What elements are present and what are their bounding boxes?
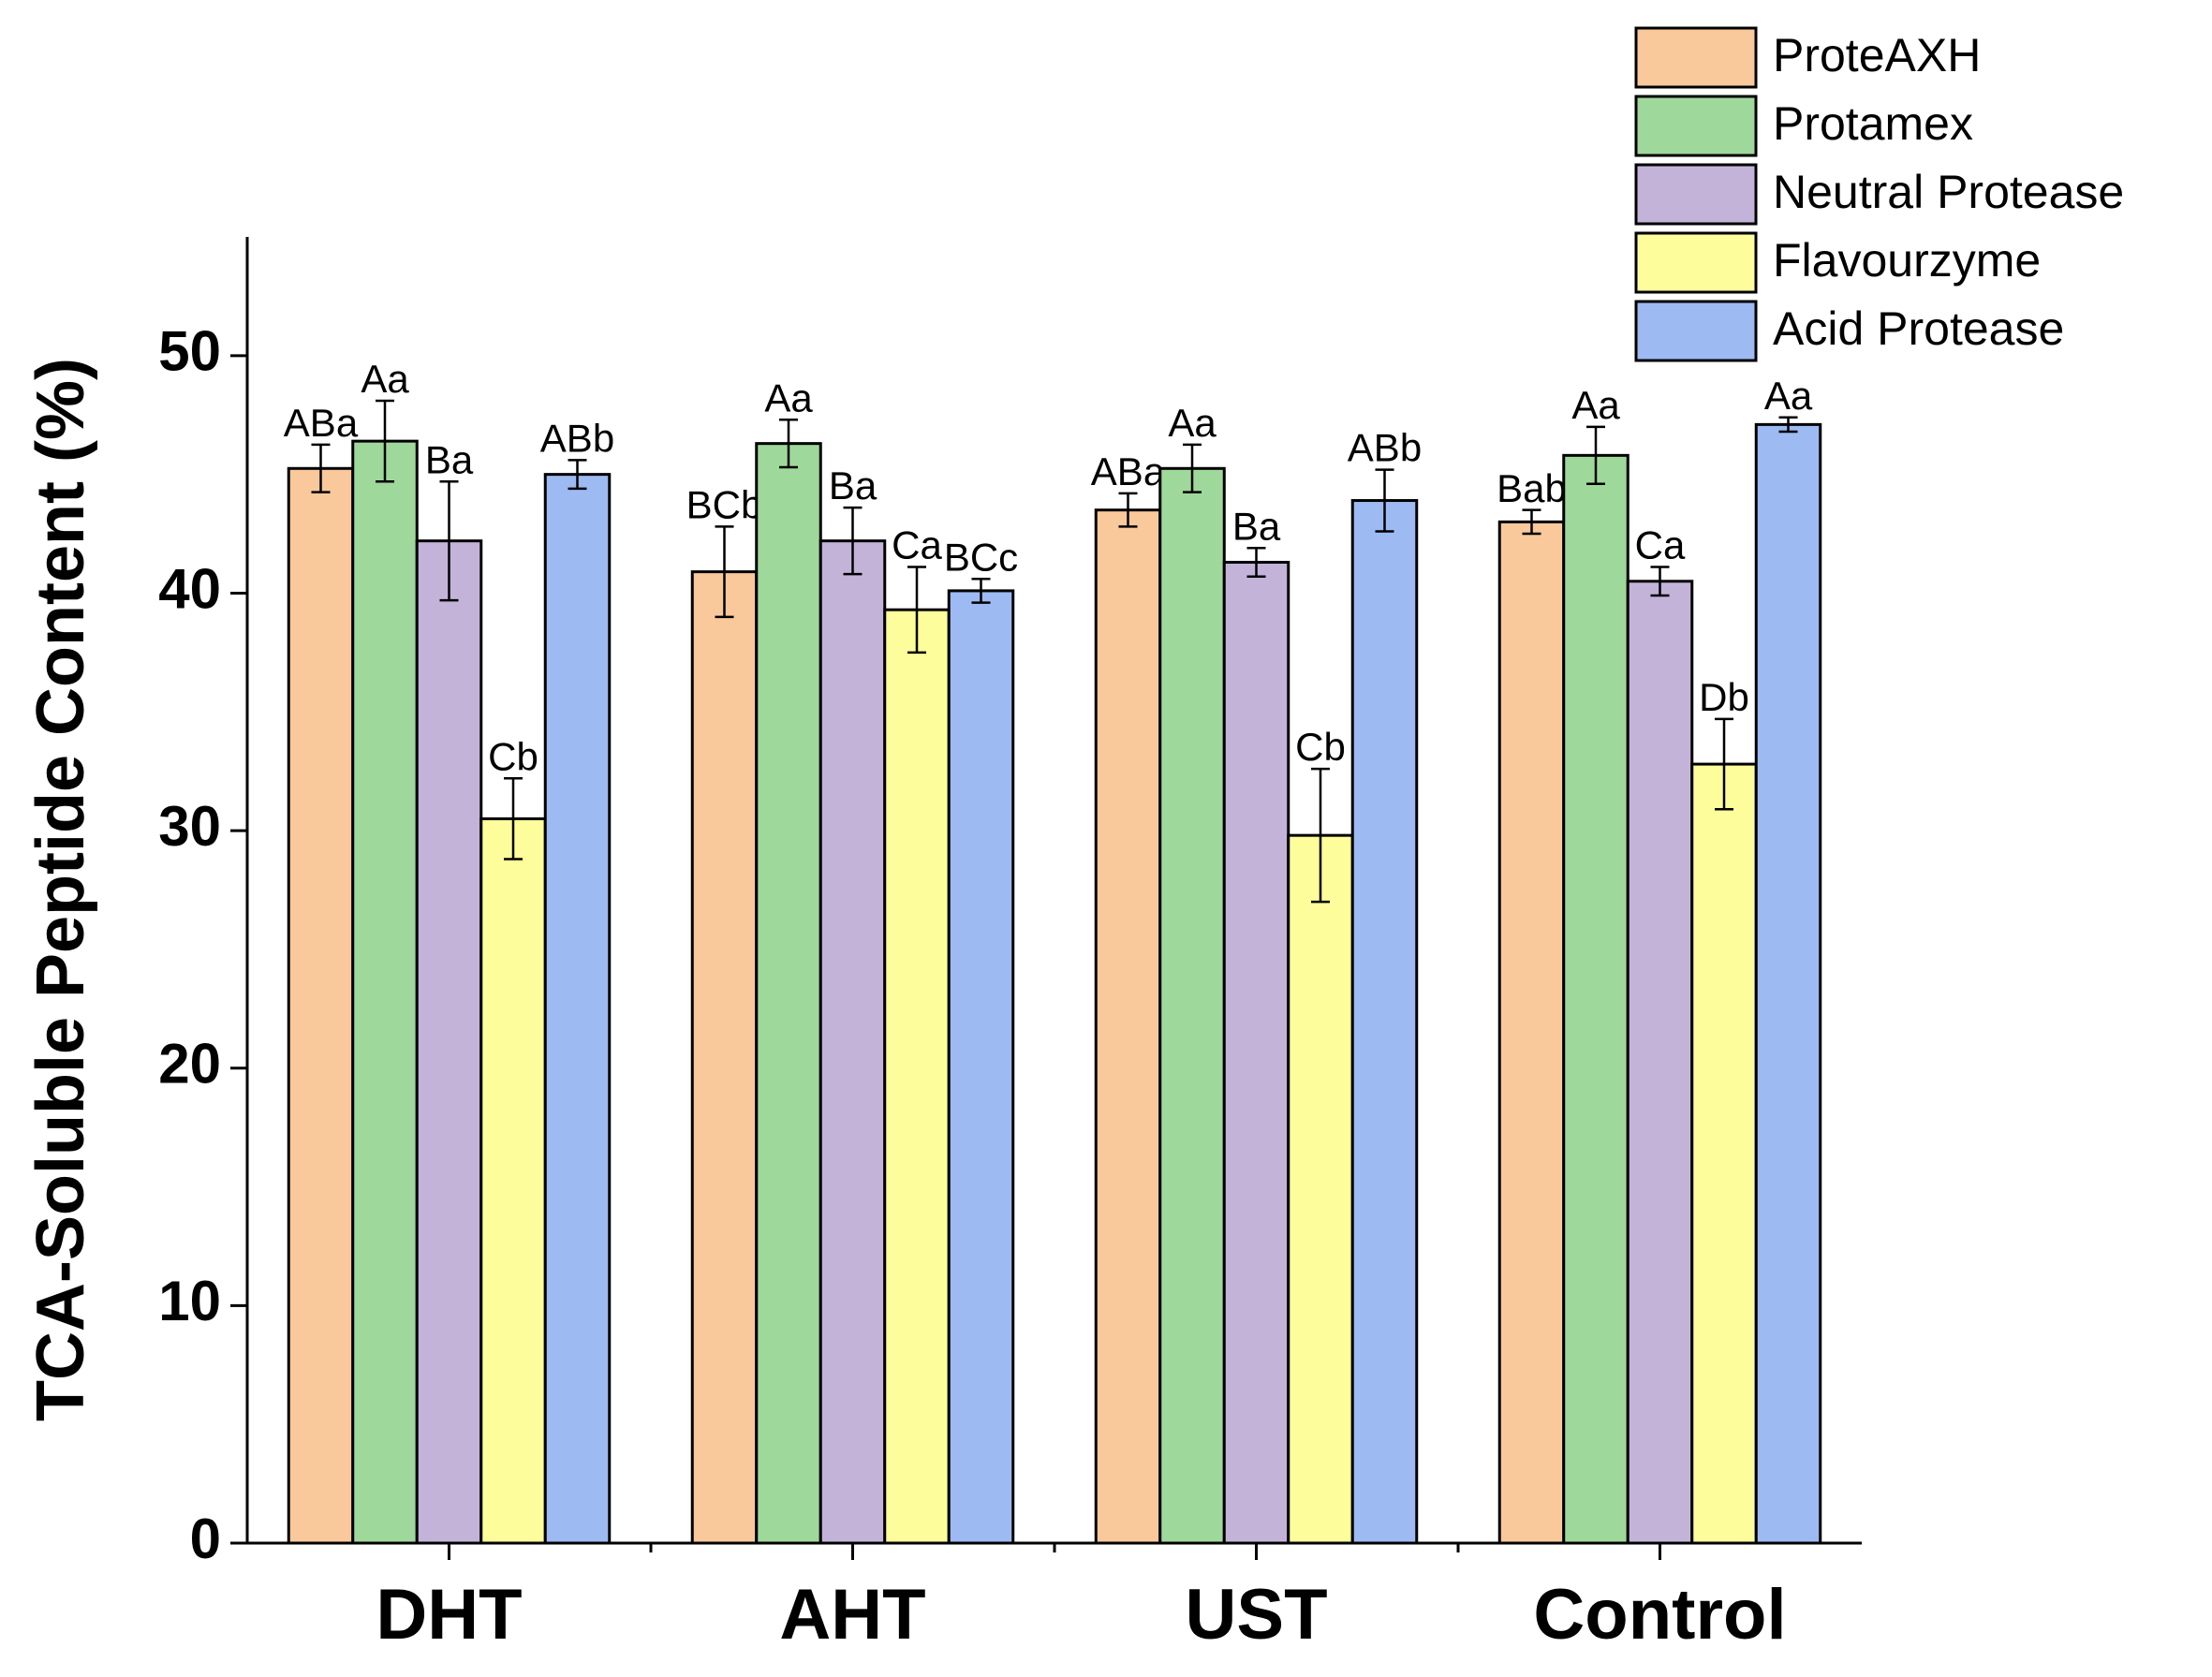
legend-swatch bbox=[1634, 26, 1758, 89]
significance-label: Aa bbox=[1571, 383, 1620, 427]
x-tick-label: UST bbox=[1186, 1575, 1328, 1655]
bar bbox=[415, 539, 483, 1545]
legend-label: ProteAXH bbox=[1773, 29, 1981, 81]
significance-label: Ca bbox=[1635, 523, 1686, 567]
significance-label: ABb bbox=[1348, 426, 1422, 470]
significance-label: Bab bbox=[1497, 466, 1567, 510]
significance-label: Aa bbox=[1168, 401, 1217, 445]
bar bbox=[947, 589, 1015, 1545]
significance-label: Db bbox=[1699, 675, 1749, 719]
significance-label: BCc bbox=[944, 535, 1018, 579]
bar bbox=[883, 608, 951, 1545]
y-tick-label: 50 bbox=[158, 320, 221, 383]
y-tick-label: 30 bbox=[158, 795, 221, 858]
significance-label: Aa bbox=[1764, 374, 1813, 418]
legend-label: Neutral Protease bbox=[1773, 166, 2124, 218]
bar bbox=[351, 439, 419, 1545]
bar bbox=[287, 466, 355, 1545]
bar bbox=[1626, 580, 1694, 1545]
bar bbox=[1562, 453, 1630, 1545]
significance-label: Ba bbox=[829, 463, 877, 508]
bar bbox=[818, 539, 887, 1545]
bar bbox=[1690, 762, 1758, 1545]
x-tick-label: DHT bbox=[376, 1575, 522, 1655]
bar bbox=[1094, 508, 1162, 1545]
y-tick-label: 20 bbox=[158, 1033, 221, 1096]
significance-label: Cb bbox=[488, 734, 538, 778]
significance-label: Cb bbox=[1295, 725, 1346, 769]
bar bbox=[1350, 499, 1419, 1545]
significance-label: ABb bbox=[540, 417, 614, 461]
legend-label: Flavourzyme bbox=[1773, 234, 2041, 287]
legend-swatch bbox=[1634, 163, 1758, 226]
bar bbox=[1497, 520, 1566, 1545]
bar bbox=[755, 442, 822, 1545]
legend-label: Acid Protease bbox=[1773, 302, 2064, 355]
significance-label: Ca bbox=[892, 523, 942, 567]
bar bbox=[1158, 466, 1226, 1545]
x-tick-label: AHT bbox=[779, 1575, 925, 1655]
significance-label: Aa bbox=[361, 357, 409, 401]
significance-label: ABa bbox=[284, 401, 359, 445]
legend-label: Protamex bbox=[1773, 97, 1973, 150]
bar bbox=[479, 816, 547, 1545]
y-tick-label: 0 bbox=[190, 1508, 221, 1570]
significance-label: BCb bbox=[686, 483, 763, 527]
legend-swatch bbox=[1634, 300, 1758, 362]
significance-label: Ba bbox=[425, 437, 474, 481]
bar bbox=[1754, 422, 1822, 1545]
bar bbox=[1222, 560, 1290, 1545]
bar bbox=[543, 473, 612, 1545]
bar bbox=[690, 570, 759, 1545]
legend-swatch bbox=[1634, 231, 1758, 294]
significance-label: ABa bbox=[1091, 449, 1166, 493]
bar bbox=[1287, 833, 1354, 1545]
y-tick-label: 40 bbox=[158, 557, 221, 620]
significance-label: Aa bbox=[764, 375, 813, 419]
y-tick-label: 10 bbox=[158, 1270, 221, 1332]
y-axis-title: TCA-Soluble Peptide Content (%) bbox=[23, 358, 98, 1421]
x-tick-label: Control bbox=[1533, 1575, 1786, 1655]
significance-label: Ba bbox=[1232, 504, 1281, 548]
legend-swatch bbox=[1634, 95, 1758, 157]
